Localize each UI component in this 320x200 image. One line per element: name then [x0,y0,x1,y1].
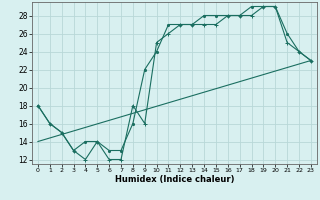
X-axis label: Humidex (Indice chaleur): Humidex (Indice chaleur) [115,175,234,184]
